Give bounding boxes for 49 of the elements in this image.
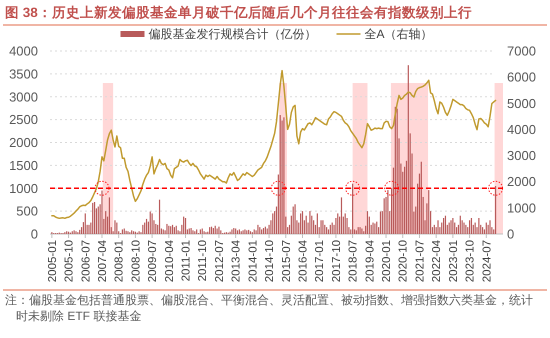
y2-tick-label: 3000 xyxy=(507,148,536,164)
x-tick-label: 2014-01 xyxy=(247,240,260,282)
x-tick-label: 2013-04 xyxy=(230,239,243,282)
y-tick-label: 3500 xyxy=(9,66,38,82)
y2-tick-label: 6000 xyxy=(507,70,536,85)
x-tick-label: 2005-10 xyxy=(64,240,76,282)
y-tick-label: 500 xyxy=(16,204,38,219)
x-tick-label: 2008-10 xyxy=(130,240,142,282)
x-tick-label: 2019-04 xyxy=(364,239,376,282)
x-tick-label: 2012-07 xyxy=(214,240,226,282)
y-tick-label: 2500 xyxy=(9,112,38,128)
x-tick-label: 2024-07 xyxy=(481,240,494,282)
x-tick-label: 2018-07 xyxy=(348,240,360,282)
x-tick-label: 2008-01 xyxy=(114,240,126,282)
y2-tick-label: 2000 xyxy=(507,174,536,190)
x-tick-label: 2017-01 xyxy=(314,240,326,282)
x-tick-label: 2014-10 xyxy=(264,240,276,282)
x-tick-label: 2023-01 xyxy=(448,240,460,282)
y-tick-label: 3000 xyxy=(9,89,38,104)
chart-title: 图 38：历史上新发偏股基金单月破千亿后随后几个月往往会有指数级别上行 xyxy=(5,4,472,20)
x-tick-label: 2011-10 xyxy=(197,240,210,282)
x-tick-label: 2023-10 xyxy=(464,240,477,282)
y2-tick-label: 0 xyxy=(507,226,514,242)
y-tick-label: 2000 xyxy=(9,135,38,150)
x-tick-label: 2011-01 xyxy=(180,240,193,282)
x-tick-label: 2005-01 xyxy=(46,240,59,282)
legend-label: 全A（右轴） xyxy=(364,27,433,41)
text: 注：偏股基金包括普通股票、偏股混合、平衡混合、灵活配置、被动指数、增强指数六类基金，统计时未剔除 ETF 联接基金 xyxy=(5,293,533,323)
x-tick-label: 2022-04 xyxy=(431,239,444,282)
y2-tick-label: 1000 xyxy=(507,200,536,216)
y2-tick-label: 5000 xyxy=(507,96,536,111)
x-tick-label: 2015-07 xyxy=(280,240,293,282)
x-tick-label: 2016-04 xyxy=(297,239,310,282)
legend-label: 偏股基金发行规模合计（亿份） xyxy=(148,27,316,41)
y-tick-label: 1500 xyxy=(9,158,38,173)
y2-tick-label: 7000 xyxy=(507,44,536,58)
y-tick-label: 4000 xyxy=(9,44,38,58)
x-tick-label: 2009-07 xyxy=(147,240,160,282)
x-tick-label: 2020-01 xyxy=(381,240,394,282)
x-tick-label: 2020-10 xyxy=(398,240,410,282)
x-tick-label: 2006-07 xyxy=(80,240,92,282)
y2-tick-label: 4000 xyxy=(507,122,536,137)
x-tick-label: 2017-10 xyxy=(330,240,343,282)
y-tick-label: 0 xyxy=(30,226,38,242)
y-tick-label: 1000 xyxy=(9,180,38,196)
x-tick-label: 2021-07 xyxy=(414,240,426,282)
x-tick-label: 2010-04 xyxy=(164,239,176,282)
x-tick-label: 2007-04 xyxy=(96,239,109,282)
line-series xyxy=(51,70,496,220)
